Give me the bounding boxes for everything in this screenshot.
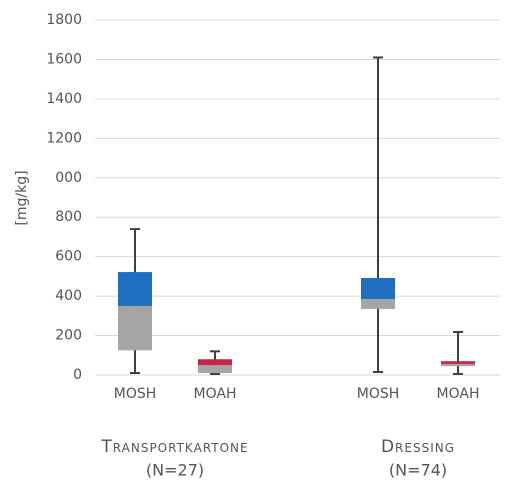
y-axis-label: [mg/kg] [14, 170, 30, 225]
x-tick-label: MOSH [357, 386, 400, 402]
y-tick-label: 200 [55, 328, 82, 344]
box-lower [198, 365, 232, 374]
box-upper [441, 361, 475, 364]
y-tick-label: 1600 [46, 51, 82, 67]
box-upper [118, 272, 152, 306]
y-tick-label: 400 [55, 288, 82, 304]
y-tick-label: 000 [55, 170, 82, 186]
x-tick-label: MOSH [114, 386, 157, 402]
y-tick-label: 1400 [46, 91, 82, 107]
x-tick-label: MOAH [437, 386, 480, 402]
group-label: Dressing [381, 437, 455, 457]
group-label: Transportkartone [100, 437, 248, 457]
group-sublabel: (N=74) [389, 461, 447, 480]
box-upper [198, 359, 232, 366]
y-tick-label: 1800 [46, 12, 82, 28]
group-sublabel: (N=27) [146, 461, 204, 480]
box-lower [441, 363, 475, 367]
box-lower [118, 305, 152, 351]
y-tick-label: 800 [55, 209, 82, 225]
box-upper [361, 277, 395, 300]
x-tick-label: MOAH [194, 386, 237, 402]
y-tick-label: 1200 [46, 130, 82, 146]
y-tick-label: 0 [73, 367, 82, 383]
box-lower [361, 299, 395, 309]
y-tick-label: 600 [55, 249, 82, 265]
